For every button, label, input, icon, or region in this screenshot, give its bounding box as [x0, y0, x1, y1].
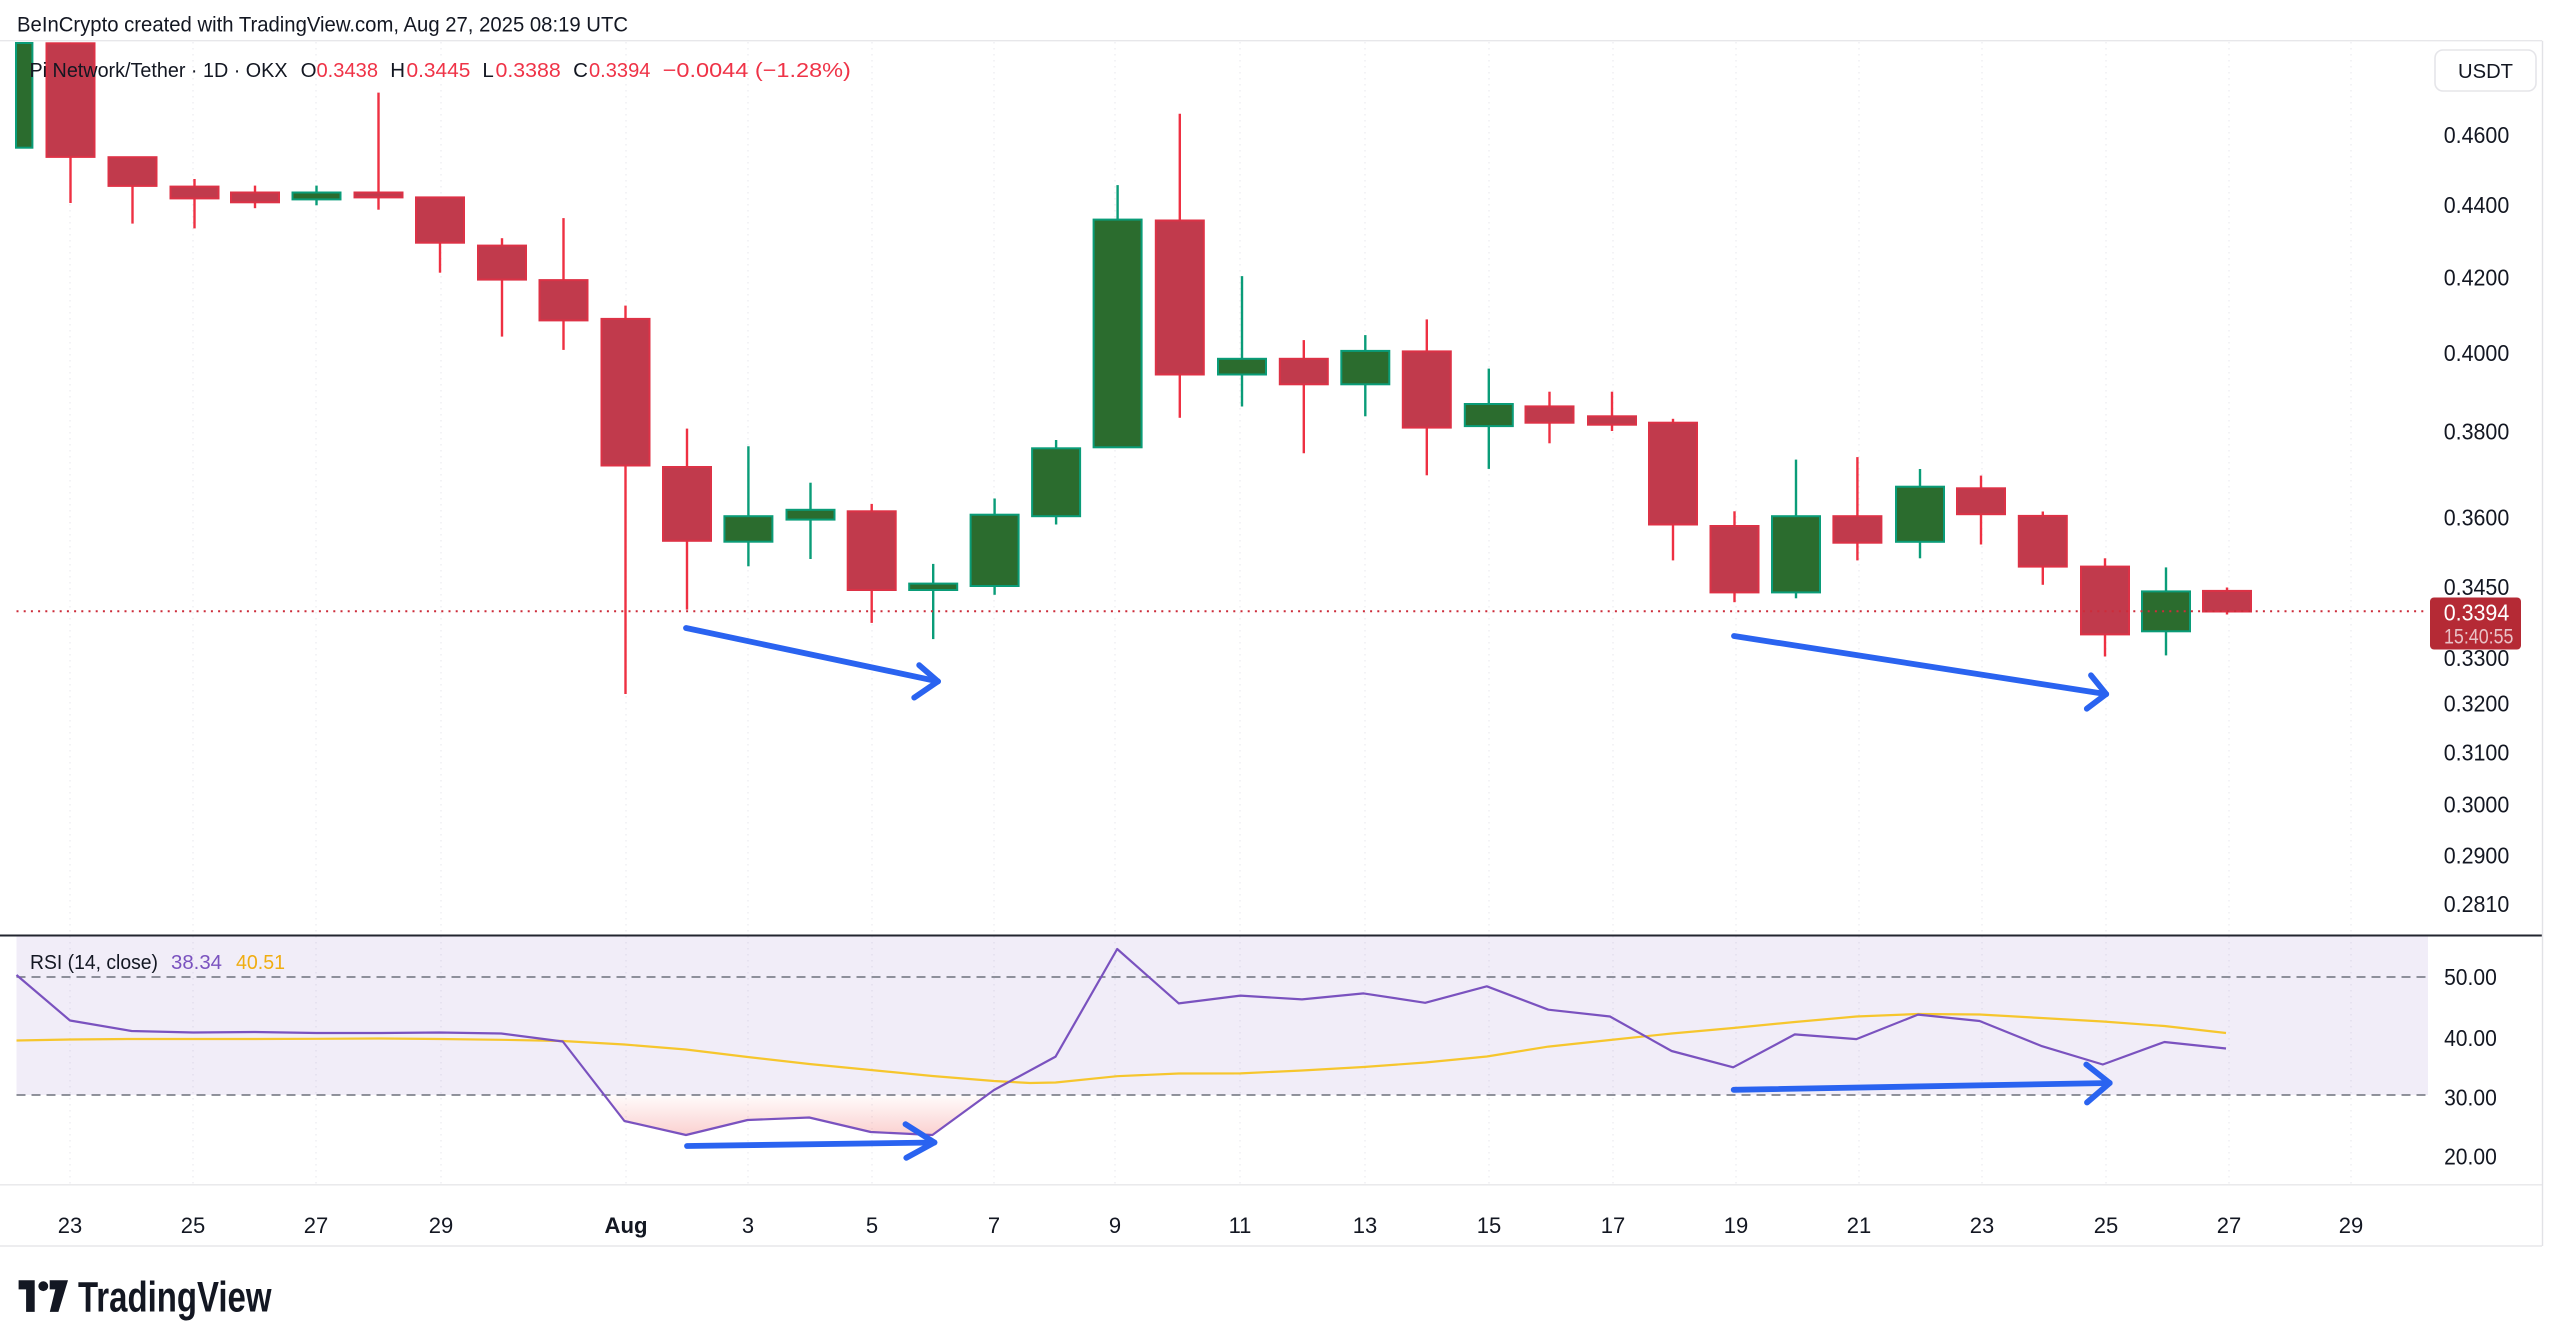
svg-text:0.3394: 0.3394	[589, 59, 650, 82]
svg-text:0.2810: 0.2810	[2444, 891, 2510, 917]
svg-text:Aug: Aug	[605, 1213, 648, 1238]
svg-text:19: 19	[1724, 1213, 1748, 1238]
svg-text:0.3438: 0.3438	[317, 59, 379, 82]
svg-text:0.3445: 0.3445	[407, 59, 471, 82]
svg-text:29: 29	[2339, 1213, 2363, 1238]
svg-text:H: H	[390, 59, 405, 82]
svg-text:38.34: 38.34	[171, 952, 222, 974]
svg-text:C: C	[573, 59, 588, 82]
svg-text:40.51: 40.51	[236, 952, 285, 974]
svg-text:0.4600: 0.4600	[2444, 122, 2510, 148]
svg-text:0.2900: 0.2900	[2444, 843, 2510, 869]
svg-text:−0.0044 (−1.28%): −0.0044 (−1.28%)	[663, 59, 851, 82]
svg-text:0.3388: 0.3388	[496, 59, 561, 82]
svg-text:0.4200: 0.4200	[2444, 264, 2510, 290]
svg-text:27: 27	[2217, 1213, 2241, 1238]
svg-text:13: 13	[1353, 1213, 1377, 1238]
svg-text:0.3100: 0.3100	[2444, 740, 2510, 766]
svg-text:21: 21	[1847, 1213, 1871, 1238]
svg-text:0.3600: 0.3600	[2444, 505, 2510, 531]
svg-text:TradingView: TradingView	[78, 1274, 272, 1322]
svg-text:0.4000: 0.4000	[2444, 340, 2510, 366]
svg-text:15: 15	[1477, 1213, 1501, 1238]
svg-text:9: 9	[1109, 1213, 1121, 1238]
svg-text:0.3800: 0.3800	[2444, 419, 2510, 445]
svg-text:23: 23	[58, 1213, 82, 1238]
svg-text:27: 27	[304, 1213, 328, 1238]
svg-text:17: 17	[1601, 1213, 1625, 1238]
svg-text:25: 25	[2094, 1213, 2118, 1238]
svg-text:15:40:55: 15:40:55	[2444, 625, 2513, 648]
svg-text:23: 23	[1970, 1213, 1994, 1238]
svg-text:RSI (14, close): RSI (14, close)	[30, 952, 158, 974]
svg-text:USDT: USDT	[2458, 60, 2513, 83]
svg-text:25: 25	[181, 1213, 205, 1238]
svg-text:30.00: 30.00	[2444, 1085, 2497, 1111]
svg-text:5: 5	[866, 1213, 878, 1238]
svg-text:L: L	[482, 59, 493, 82]
svg-text:0.4400: 0.4400	[2444, 192, 2510, 218]
svg-text:Pi Network/Tether · 1D · OKX: Pi Network/Tether · 1D · OKX	[30, 59, 288, 82]
svg-text:20.00: 20.00	[2444, 1143, 2497, 1169]
svg-text:11: 11	[1229, 1213, 1252, 1238]
svg-text:50.00: 50.00	[2444, 964, 2497, 990]
svg-text:0.3394: 0.3394	[2444, 600, 2510, 626]
svg-text:3: 3	[742, 1213, 754, 1238]
svg-text:29: 29	[429, 1213, 453, 1238]
svg-text:0.3200: 0.3200	[2444, 691, 2510, 717]
svg-text:O: O	[301, 59, 317, 82]
svg-text:0.3000: 0.3000	[2444, 792, 2510, 818]
svg-text:0.3450: 0.3450	[2444, 574, 2510, 600]
svg-text:40.00: 40.00	[2444, 1025, 2497, 1051]
svg-text:BeInCrypto created with Tradin: BeInCrypto created with TradingView.com,…	[17, 13, 628, 37]
svg-text:7: 7	[988, 1213, 1000, 1238]
